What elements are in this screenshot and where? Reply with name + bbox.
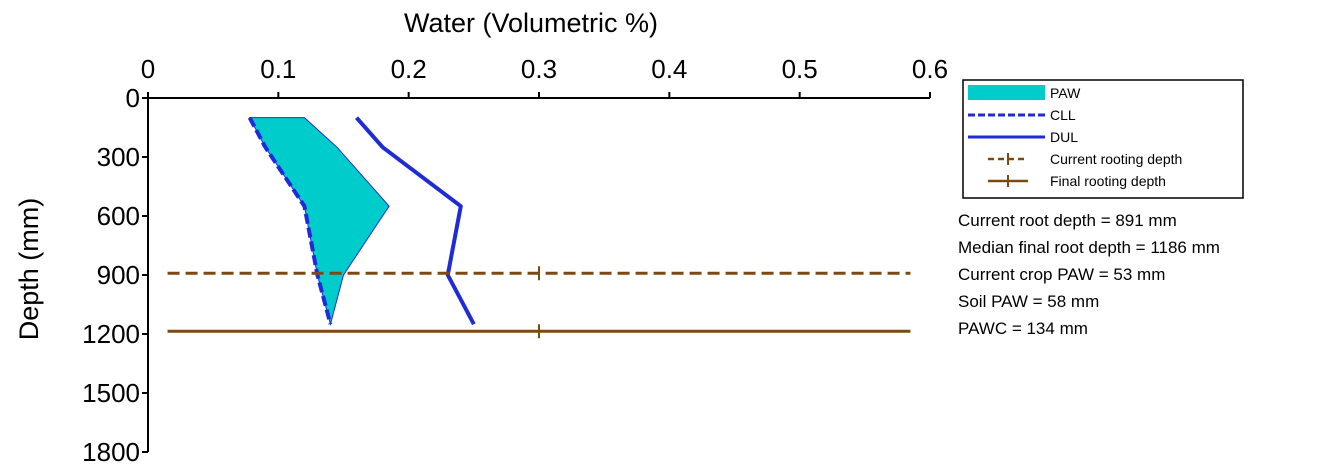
series-line-cll bbox=[247, 116, 333, 325]
x-axis-title: Water (Volumetric %) bbox=[404, 8, 658, 38]
x-tick-label: 0.5 bbox=[782, 54, 818, 84]
legend-label-dul: DUL bbox=[1050, 129, 1078, 145]
stat-line: Median final root depth = 1186 mm bbox=[958, 238, 1220, 257]
y-tick-label: 1500 bbox=[82, 378, 140, 408]
x-tick-label: 0.3 bbox=[521, 54, 557, 84]
legend-label-current-rooting-depth: Current rooting depth bbox=[1050, 151, 1182, 167]
paw-area bbox=[248, 117, 390, 327]
y-tick-label: 1200 bbox=[82, 319, 140, 349]
y-tick-label: 300 bbox=[97, 142, 140, 172]
stat-line: Soil PAW = 58 mm bbox=[958, 292, 1099, 311]
y-tick-label: 0 bbox=[126, 83, 140, 113]
legend-label-cll: CLL bbox=[1050, 107, 1076, 123]
x-tick-label: 0 bbox=[141, 54, 155, 84]
y-tick-label: 1800 bbox=[82, 437, 140, 467]
stat-line: PAWC = 134 mm bbox=[958, 319, 1088, 338]
legend-swatch-paw bbox=[968, 85, 1045, 100]
x-tick-label: 0.4 bbox=[651, 54, 687, 84]
stat-line: Current root depth = 891 mm bbox=[958, 211, 1177, 230]
y-tick-label: 600 bbox=[97, 201, 140, 231]
y-tick-label: 900 bbox=[97, 260, 140, 290]
x-tick-label: 0.2 bbox=[391, 54, 427, 84]
x-tick-label: 0.1 bbox=[260, 54, 296, 84]
legend-label-final-rooting-depth: Final rooting depth bbox=[1050, 173, 1166, 189]
y-axis-title: Depth (mm) bbox=[14, 198, 44, 341]
series-line-dul bbox=[355, 116, 476, 326]
stat-line: Current crop PAW = 53 mm bbox=[958, 265, 1165, 284]
x-tick-label: 0.6 bbox=[912, 54, 948, 84]
legend-label-paw: PAW bbox=[1050, 85, 1081, 101]
